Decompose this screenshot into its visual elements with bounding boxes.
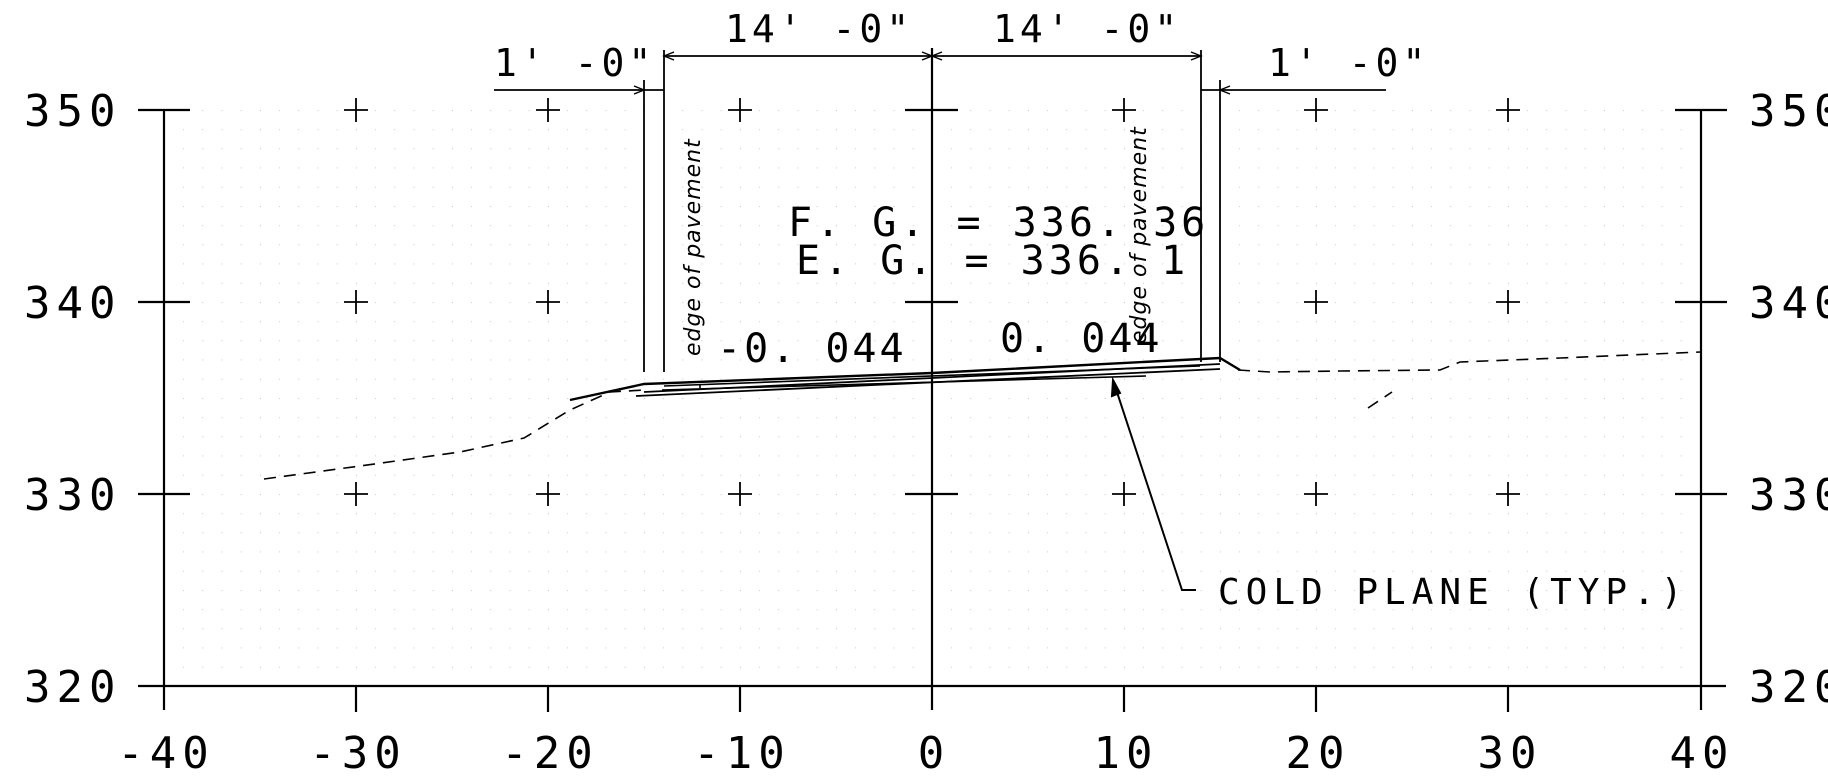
- left-lane-dim-label: 14' -0": [725, 7, 913, 51]
- y-tick-label: 340: [1749, 278, 1828, 329]
- x-tick-label: -10: [693, 728, 790, 779]
- x-axis: -40 -30 -20 -10 0 10 20 30 40: [117, 728, 1735, 779]
- y-axis-left: 350 340 330 320: [24, 86, 121, 713]
- y-tick-label: 320: [1749, 662, 1828, 713]
- x-tick-label: -30: [309, 728, 406, 779]
- y-tick-label: 330: [24, 470, 121, 521]
- existing-ground: [263, 351, 1701, 480]
- x-tick-label: 30: [1478, 728, 1543, 779]
- edge-of-pavement-lines: [643, 50, 1221, 372]
- x-tick-label: 0: [918, 728, 951, 779]
- frame: [138, 48, 1726, 710]
- y-axis-right: 350 340 330 320: [1749, 86, 1828, 713]
- existing-grade-label: E. G. = 336. 1: [796, 238, 1189, 284]
- dimension-lines: [494, 51, 1386, 95]
- cold-plane-callout: COLD PLANE (TYP.): [1218, 572, 1688, 613]
- edge-of-pavement-label-right: edge of pavement: [1127, 126, 1152, 344]
- left-shoulder-dim-label: 1' -0": [494, 41, 655, 85]
- edge-of-pavement-label-left: edge of pavement: [681, 138, 706, 356]
- x-tick-label: 40: [1670, 728, 1735, 779]
- x-tick-label: -20: [501, 728, 598, 779]
- tick-marks: [138, 108, 1727, 712]
- existing-ground-left: [263, 389, 645, 480]
- existing-ground-fragment: [1367, 391, 1393, 409]
- pavement-section: [569, 356, 1241, 402]
- finished-grade-label: F. G. = 336. 36: [788, 200, 1209, 246]
- y-tick-label: 320: [24, 662, 121, 713]
- x-tick-label: -40: [117, 728, 214, 779]
- grid-crosses: [344, 98, 1520, 506]
- right-lane-dim-label: 14' -0": [993, 7, 1181, 51]
- x-tick-label: 20: [1286, 728, 1351, 779]
- right-shoulder-dim-label: 1' -0": [1268, 41, 1429, 85]
- finished-grade-line: [569, 356, 1241, 402]
- existing-ground-right: [1237, 351, 1701, 373]
- x-tick-label: 10: [1094, 728, 1159, 779]
- y-tick-label: 330: [1749, 470, 1828, 521]
- y-tick-label: 350: [24, 86, 121, 137]
- left-slope-label: -0. 044: [717, 326, 907, 372]
- right-slope-label: 0. 044: [1000, 316, 1163, 362]
- y-tick-label: 340: [24, 278, 121, 329]
- cold-plane-leader: [1110, 376, 1196, 591]
- y-tick-label: 350: [1749, 86, 1828, 137]
